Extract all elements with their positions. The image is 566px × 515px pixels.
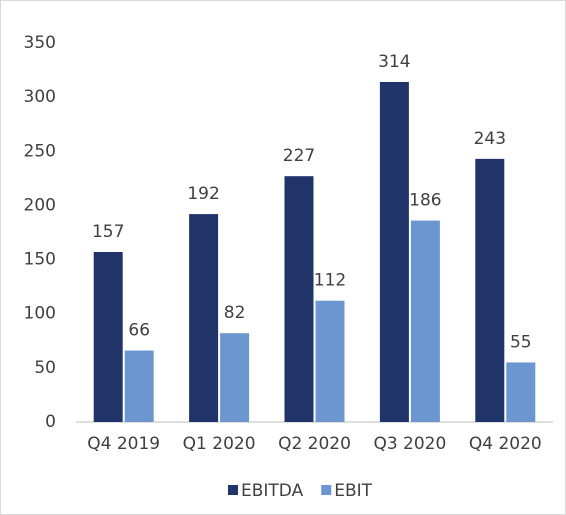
x-tick-label: Q1 2020 — [183, 434, 256, 454]
bar — [124, 350, 154, 422]
data-label: 66 — [128, 321, 150, 341]
data-label: 82 — [224, 303, 246, 323]
bar — [475, 158, 505, 422]
x-tick-label: Q4 2020 — [469, 434, 542, 454]
bar — [284, 176, 314, 422]
y-tick-label: 250 — [24, 141, 56, 161]
data-label: 314 — [378, 52, 410, 72]
data-label: 112 — [314, 271, 346, 291]
data-label: 227 — [283, 146, 315, 166]
bar — [410, 220, 440, 422]
bar — [379, 81, 409, 423]
bar — [315, 300, 345, 422]
bar — [189, 214, 219, 422]
legend-label: EBITDA — [241, 481, 304, 501]
bar — [506, 362, 536, 422]
x-tick-label: Q2 2020 — [278, 434, 351, 454]
data-label: 55 — [510, 332, 532, 352]
data-label: 157 — [92, 222, 124, 242]
y-tick-label: 350 — [24, 33, 56, 53]
legend-swatch — [321, 485, 332, 495]
y-tick-label: 0 — [45, 412, 56, 432]
data-label: 192 — [187, 184, 219, 204]
x-tick-label: Q3 2020 — [373, 434, 446, 454]
x-tick-label: Q4 2019 — [87, 434, 160, 454]
bar — [93, 251, 123, 422]
legend-swatch — [228, 485, 238, 495]
y-tick-label: 150 — [24, 250, 56, 270]
y-tick-label: 100 — [24, 304, 56, 324]
legend-label: EBIT — [334, 481, 372, 501]
bar — [220, 333, 250, 422]
data-label: 186 — [409, 191, 441, 211]
y-tick-label: 300 — [24, 87, 56, 107]
data-label: 243 — [474, 129, 506, 149]
y-tick-label: 50 — [34, 358, 56, 378]
y-tick-label: 200 — [24, 195, 56, 215]
